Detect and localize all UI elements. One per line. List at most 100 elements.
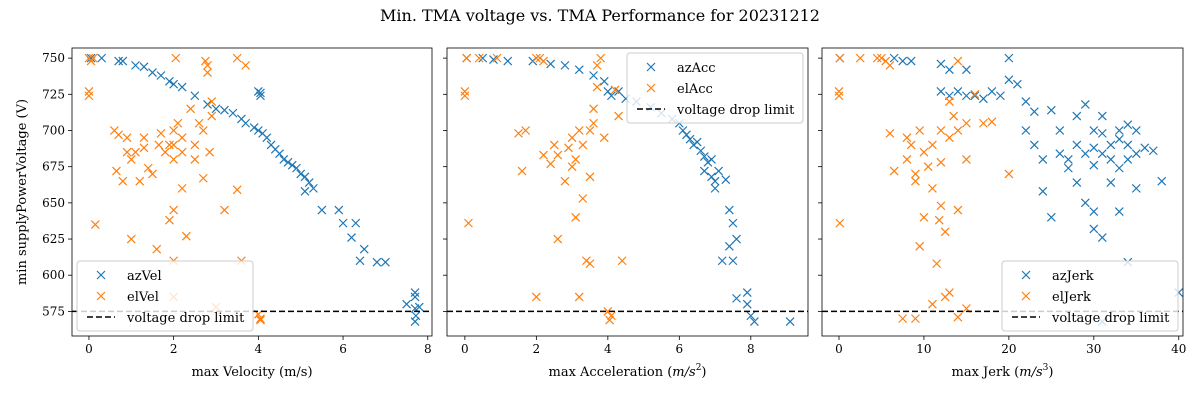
axes-frame	[446, 47, 809, 337]
legend-label: voltage drop limit	[126, 311, 245, 326]
data-point	[546, 59, 556, 69]
data-point	[1089, 126, 1099, 135]
legend-label: azVel	[127, 269, 162, 284]
data-point	[927, 299, 937, 309]
data-point	[296, 169, 306, 179]
data-point	[599, 76, 609, 86]
x-tick-label: 2	[533, 342, 541, 356]
data-point	[1046, 212, 1056, 222]
data-point	[139, 143, 149, 153]
data-point	[1004, 75, 1014, 85]
data-point	[835, 53, 845, 63]
data-point	[953, 86, 963, 96]
data-point	[464, 218, 473, 228]
legend-marker	[646, 62, 656, 72]
data-point	[410, 317, 420, 326]
data-point	[953, 312, 963, 322]
data-point	[1029, 140, 1039, 150]
data-point	[203, 68, 212, 78]
data-point	[1072, 178, 1082, 188]
data-point	[304, 178, 314, 188]
data-point	[742, 288, 752, 298]
data-point	[944, 65, 954, 75]
data-point	[953, 56, 963, 66]
data-point	[1055, 149, 1065, 159]
data-point	[173, 118, 183, 128]
data-point	[1021, 126, 1031, 135]
data-point	[474, 53, 484, 63]
data-point	[936, 157, 946, 167]
data-point	[749, 317, 759, 326]
data-point	[1080, 198, 1090, 208]
data-point	[1072, 140, 1082, 150]
data-point	[262, 133, 272, 143]
data-point	[889, 166, 899, 176]
data-point	[1097, 233, 1107, 243]
data-layer	[447, 53, 808, 326]
axes-frame	[71, 47, 433, 337]
data-point	[1123, 140, 1133, 150]
data-point	[596, 53, 606, 63]
data-point	[549, 140, 559, 150]
axes-frame	[821, 47, 1184, 337]
data-point	[177, 147, 187, 157]
data-point	[699, 166, 709, 176]
data-point	[872, 53, 882, 63]
data-point	[1131, 149, 1141, 159]
data-point	[514, 128, 523, 138]
y-tick-label: 600	[42, 268, 65, 282]
legend-label: azAcc	[677, 61, 716, 76]
data-point	[531, 53, 541, 63]
data-point	[571, 155, 581, 164]
data-point	[1089, 224, 1099, 234]
legend-marker	[96, 270, 106, 280]
data-point	[934, 215, 944, 225]
data-point	[256, 91, 265, 101]
data-point	[919, 147, 929, 157]
data-point	[539, 150, 548, 160]
data-point	[592, 82, 602, 92]
data-point	[610, 85, 620, 95]
legend: azVel elVel voltage drop limit	[76, 260, 254, 332]
data-point	[118, 176, 128, 186]
x-tick-label: 8	[747, 342, 755, 356]
data-point	[292, 163, 301, 173]
data-point	[906, 140, 916, 150]
data-point	[692, 137, 702, 147]
data-point	[131, 147, 140, 157]
data-point	[90, 220, 100, 229]
data-point	[126, 155, 136, 164]
data-point	[1114, 207, 1124, 216]
x-tick-label: 30	[1086, 342, 1101, 356]
data-point	[1080, 149, 1090, 159]
data-point	[696, 146, 706, 156]
data-point	[164, 215, 174, 225]
data-point	[198, 126, 208, 135]
data-point	[156, 128, 166, 138]
data-point	[380, 257, 390, 267]
data-point	[169, 155, 179, 164]
data-point	[578, 140, 588, 150]
data-point	[961, 65, 971, 75]
data-point	[567, 133, 577, 143]
data-point	[169, 79, 179, 89]
data-point	[617, 256, 627, 266]
data-point	[143, 163, 153, 173]
data-point	[171, 53, 181, 63]
data-point	[995, 91, 1005, 101]
data-point	[923, 162, 933, 172]
data-point	[927, 140, 937, 150]
data-point	[936, 126, 946, 135]
data-point	[1089, 207, 1099, 216]
data-point	[1038, 186, 1048, 196]
data-point	[359, 244, 369, 254]
data-point	[936, 201, 946, 211]
x-tick-label: 8	[424, 342, 432, 356]
data-point	[987, 117, 997, 127]
legend: azAcc elAcc voltage drop limit	[626, 52, 804, 124]
data-point	[160, 147, 170, 157]
x-axis-label: max Velocity (m/s)	[191, 365, 312, 380]
data-point	[728, 218, 738, 228]
data-point	[492, 53, 502, 63]
data-point	[131, 60, 140, 70]
